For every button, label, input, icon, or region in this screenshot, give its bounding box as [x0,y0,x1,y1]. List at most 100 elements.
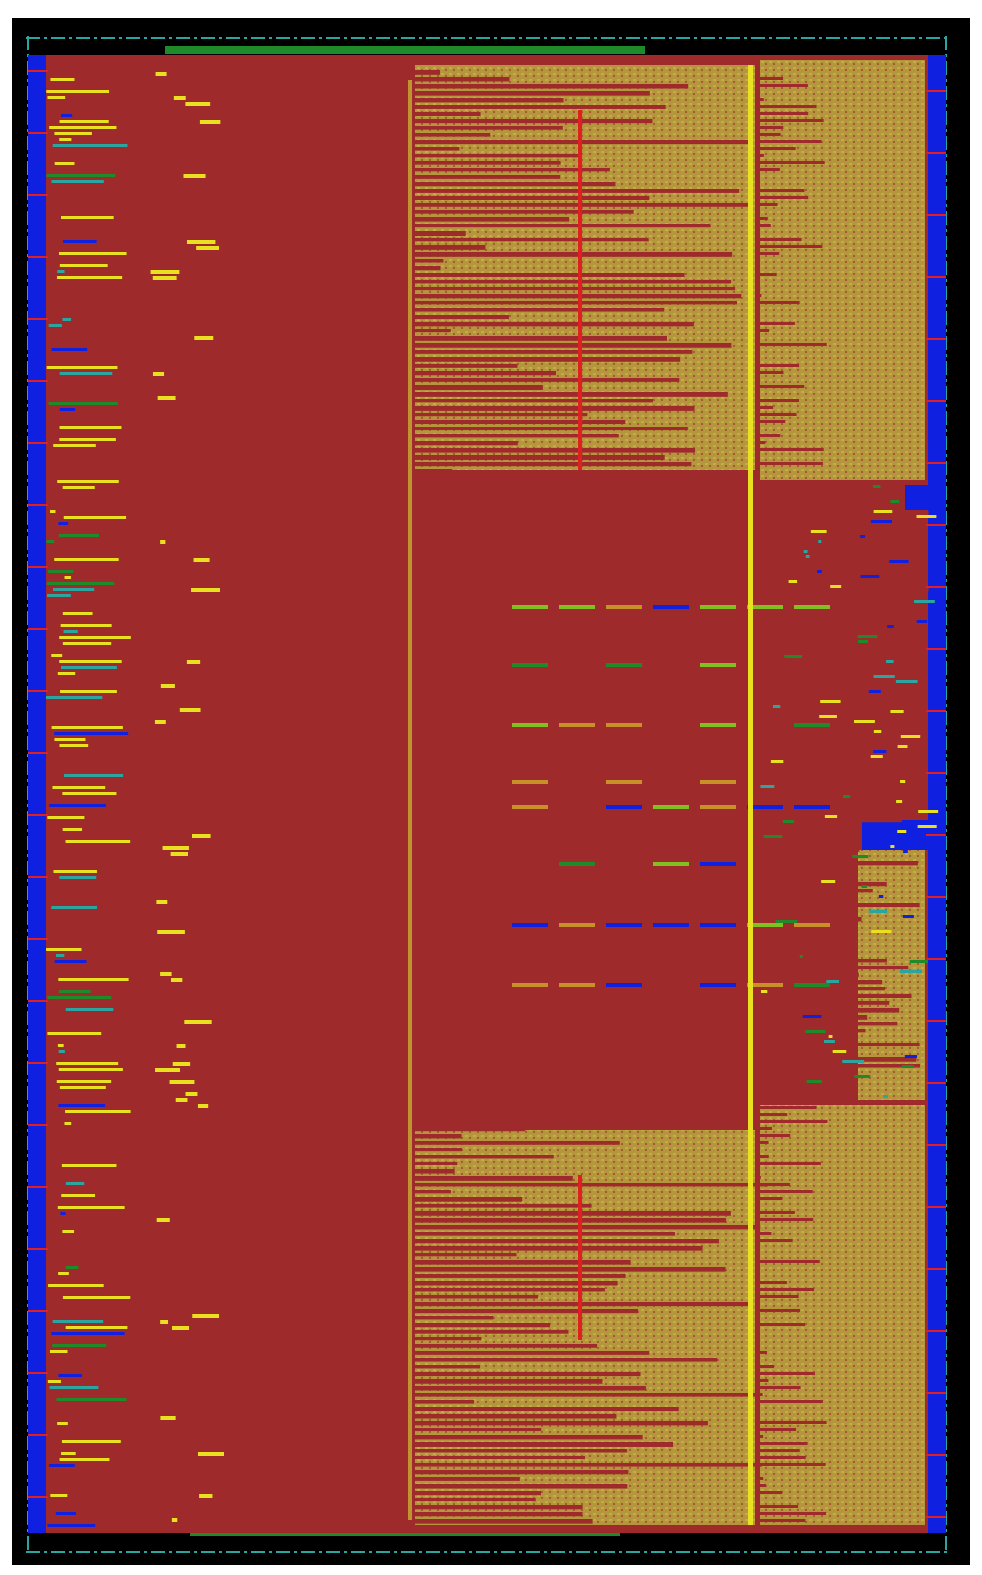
wire [400,742,884,745]
wire [400,700,920,705]
cell [886,660,893,663]
wire [400,490,744,493]
wire [760,1386,801,1389]
cell [54,738,85,741]
dash [512,780,548,784]
cell [59,990,91,993]
dash [794,805,830,809]
dash [794,923,830,927]
wire [400,1050,718,1054]
cell [62,318,71,321]
wire [400,357,680,362]
pin [926,1516,946,1518]
wire [400,287,735,290]
cell [63,486,95,489]
cell [53,444,96,447]
wire [760,329,769,332]
cell [52,786,105,789]
wire [400,1295,538,1299]
cell [821,880,835,883]
wire [400,1211,731,1216]
vertical-route [578,1175,582,1340]
dash [606,805,642,809]
top-pin-strip [165,46,645,54]
cell [48,1380,61,1383]
wire [400,1015,867,1020]
cell [62,1164,117,1167]
wire [400,112,481,116]
wire [760,413,797,416]
cell [903,915,914,918]
pin [28,1124,48,1126]
wire [400,609,795,612]
cell [824,1040,835,1043]
cell [58,1044,64,1047]
wire [760,189,804,192]
cell [829,1035,833,1038]
cell [897,830,906,833]
wire [400,847,859,852]
cell [760,785,774,788]
pin [28,566,48,568]
cell [60,120,109,123]
cell [56,1062,118,1065]
cell [49,1464,75,1467]
dash [606,605,642,609]
cell [60,1458,110,1461]
cell [62,792,116,795]
cell [48,1524,96,1527]
wire [400,1218,726,1223]
wire [760,1379,768,1382]
cell [48,570,73,573]
wire [400,1197,522,1202]
cell [59,1068,123,1071]
wire [400,1001,889,1005]
cell [842,1060,864,1063]
wire [400,959,887,962]
cell [66,1008,114,1011]
cell [858,635,878,638]
cell [198,1452,224,1456]
pin [28,690,48,692]
vertical-route [748,65,753,1525]
wire [400,1120,514,1125]
dash [700,663,736,667]
wire [400,1155,554,1158]
wire [400,938,752,942]
wire [760,1372,815,1375]
wire [400,1498,536,1501]
wire [400,1246,703,1251]
wire [400,1239,719,1243]
wire [400,1232,675,1236]
cell [61,666,117,669]
cell [58,672,75,675]
cell [55,960,87,963]
dash [559,983,595,987]
dash [700,605,736,609]
wire [400,1393,759,1397]
wire [400,1281,618,1286]
cell [172,1518,177,1522]
cell [901,735,920,738]
wire [400,1267,726,1272]
cell [196,246,219,250]
cell [60,426,122,429]
cell [155,720,166,724]
cell [784,655,802,658]
wire [760,1190,813,1193]
cell [63,630,77,633]
wire [760,1491,782,1494]
wire [760,434,780,437]
wire [400,399,653,402]
dash [700,780,736,784]
cell [890,500,899,503]
cell [61,1194,95,1197]
cell [153,276,177,280]
cell [46,90,109,93]
wire [400,217,569,222]
dash [700,805,736,809]
wire [400,735,748,738]
cell [900,780,905,783]
cell [62,1230,74,1233]
cell [58,522,68,525]
